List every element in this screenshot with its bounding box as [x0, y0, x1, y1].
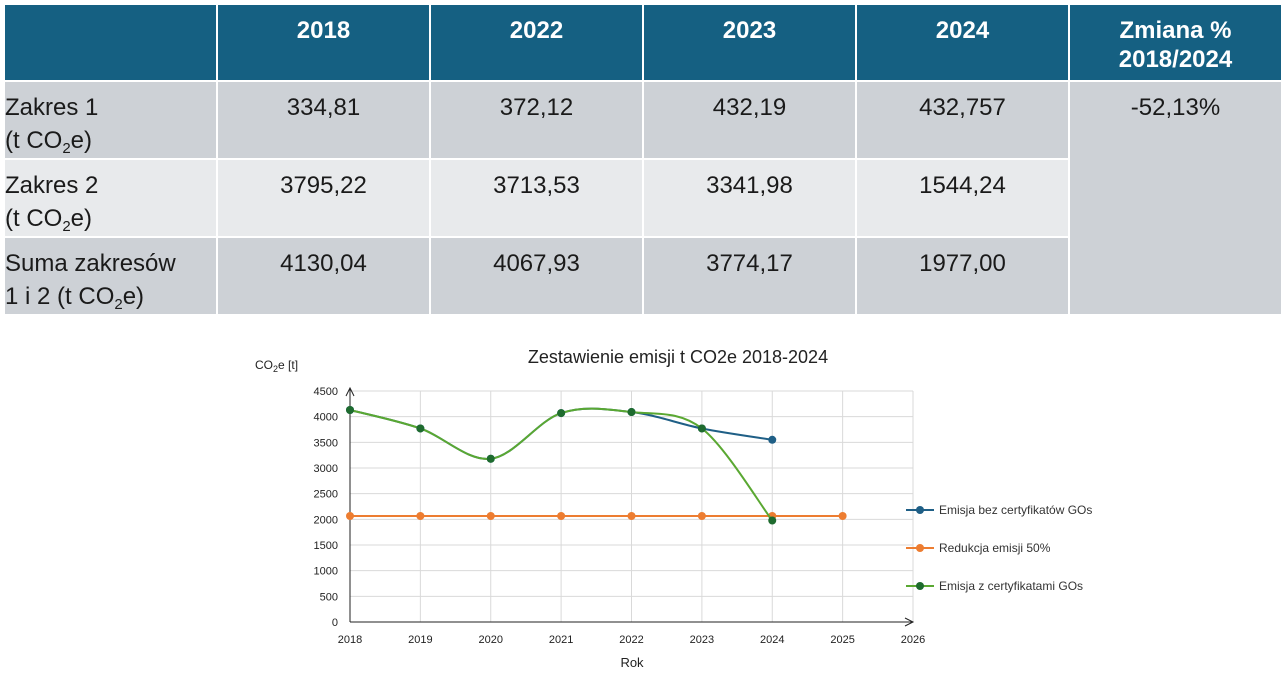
header-change-cell: Zmiana % 2018/2024	[1068, 3, 1283, 82]
row-label-unit-sub: 2	[62, 218, 71, 235]
y-tick-label: 3000	[314, 463, 338, 475]
row-label-unit-sub: 2	[114, 296, 123, 313]
table-cell: 334,81	[216, 80, 431, 160]
table-row: Zakres 1 (t CO2e) 334,81 372,12 432,19 4…	[3, 80, 1283, 316]
y-tick-label: 2000	[314, 514, 338, 526]
legend-label: Emisja bez certyfikatów GOs	[939, 503, 1092, 517]
legend-swatch-marker	[916, 544, 924, 552]
series-point	[697, 424, 706, 433]
table-cell: 4067,93	[429, 236, 644, 316]
y-axis-label-prefix: CO	[255, 358, 273, 372]
legend: Emisja bez certyfikatów GOs Redukcja emis…	[906, 503, 1092, 593]
table-cell: 3341,98	[642, 158, 857, 238]
table-header-row: 2018 2022 2023 2024 Zmiana % 2018/2024	[3, 3, 1283, 82]
header-year-cell: 2023	[642, 3, 857, 82]
y-tick-label: 4500	[314, 386, 338, 398]
row-label-line1: Suma zakresów	[5, 250, 176, 277]
legend-label: Redukcja emisji 50%	[939, 541, 1051, 555]
chart-title: Zestawienie emisji t CO2e 2018-2024	[528, 347, 828, 367]
series-point	[768, 516, 777, 525]
row-label-unit-prefix: 1 i 2 (t CO	[5, 283, 115, 310]
gridlines	[350, 390, 914, 622]
row-label-unit-suffix: e)	[70, 205, 93, 232]
series-point	[416, 424, 425, 433]
table-cell: 432,19	[642, 80, 857, 160]
x-tick-label: 2025	[830, 634, 854, 646]
series-point	[557, 409, 566, 418]
row-label-unit-suffix: e)	[70, 127, 93, 154]
series-layer	[346, 405, 847, 525]
table-cell: 372,12	[429, 80, 644, 160]
y-tick-label: 1500	[314, 540, 338, 552]
y-axis-label-sub: 2	[273, 364, 278, 374]
y-tick-label: 1000	[314, 566, 338, 578]
change-value-cell: -52,13%	[1068, 80, 1283, 316]
y-tick-label: 2500	[314, 489, 338, 501]
series-point	[416, 511, 425, 520]
x-tick-label: 2022	[619, 634, 643, 646]
table-cell: 4130,04	[216, 236, 431, 316]
x-tick-label: 2019	[408, 634, 432, 646]
series-point	[346, 405, 354, 414]
series-point	[557, 511, 566, 520]
x-tick-label: 2026	[901, 634, 925, 646]
legend-swatch-marker	[916, 506, 924, 514]
row-label-unit-prefix: (t CO	[5, 205, 63, 232]
emissions-table-container: 2018 2022 2023 2024 Zmiana % 2018/2024 Z…	[3, 3, 1283, 316]
table-cell: 432,757	[855, 80, 1070, 160]
x-tick-label: 2018	[338, 634, 362, 646]
series-point	[486, 454, 495, 463]
header-year-cell: 2022	[429, 3, 644, 82]
row-label-cell: Zakres 2 (t CO2e)	[3, 158, 218, 238]
y-axis-arrow	[345, 386, 355, 397]
table-cell: 3774,17	[642, 236, 857, 316]
series-point	[697, 511, 706, 520]
x-tick-label: 2020	[479, 634, 503, 646]
table-row: Zakres 2 (t CO2e) 3795,22 3713,53 3341,9…	[3, 158, 1282, 238]
emissions-line-chart: Zestawienie emisji t CO2e 2018-2024 CO2e…	[255, 347, 1092, 670]
x-tick-label: 2024	[760, 634, 784, 646]
y-axis-label-suffix: e [t]	[278, 358, 298, 372]
series-point	[627, 511, 636, 520]
row-label-cell: Zakres 1 (t CO2e)	[3, 80, 218, 160]
row-label-unit-prefix: (t CO	[5, 127, 63, 154]
x-axis-label: Rok	[620, 655, 644, 670]
table-cell: 3713,53	[429, 158, 644, 238]
table-cell: 1544,24	[855, 158, 1070, 238]
legend-swatch-marker	[916, 582, 924, 590]
emissions-table: 2018 2022 2023 2024 Zmiana % 2018/2024 Z…	[3, 3, 1283, 316]
change-header-line1: Zmiana %	[1119, 17, 1232, 44]
series-point	[486, 511, 495, 520]
row-label-unit-sub: 2	[62, 140, 71, 157]
table-cell: 1977,00	[855, 236, 1070, 316]
change-header-line2: 2018/2024	[1118, 46, 1233, 73]
table-row: Suma zakresów 1 i 2 (t CO2e) 4130,04 406…	[3, 236, 1282, 316]
table-cell: 3795,22	[216, 158, 431, 238]
series-point	[838, 511, 847, 520]
y-axis-label: CO2e [t]	[255, 358, 298, 374]
row-label-line1: Zakres 2	[5, 172, 99, 199]
header-year-cell: 2018	[216, 3, 431, 82]
series-point	[346, 511, 354, 520]
row-label-cell: Suma zakresów 1 i 2 (t CO2e)	[3, 236, 218, 316]
x-axis-arrow	[904, 617, 915, 627]
series-point	[627, 408, 636, 417]
y-tick-label: 0	[332, 617, 338, 629]
row-label-line1: Zakres 1	[5, 94, 99, 121]
x-tick-label: 2023	[690, 634, 714, 646]
legend-label: Emisja z certyfikatami GOs	[939, 579, 1083, 593]
axes: 0 500 1000 1500 2000 2500 3000 3500 4000 4500 2018…	[314, 386, 926, 646]
header-year-cell: 2024	[855, 3, 1070, 82]
y-tick-label: 3500	[314, 437, 338, 449]
y-tick-label: 4000	[314, 412, 338, 424]
y-tick-label: 500	[320, 591, 338, 603]
row-label-unit-suffix: e)	[122, 283, 145, 310]
table-corner-cell	[3, 3, 218, 82]
series-point	[768, 435, 777, 444]
x-tick-label: 2021	[549, 634, 573, 646]
